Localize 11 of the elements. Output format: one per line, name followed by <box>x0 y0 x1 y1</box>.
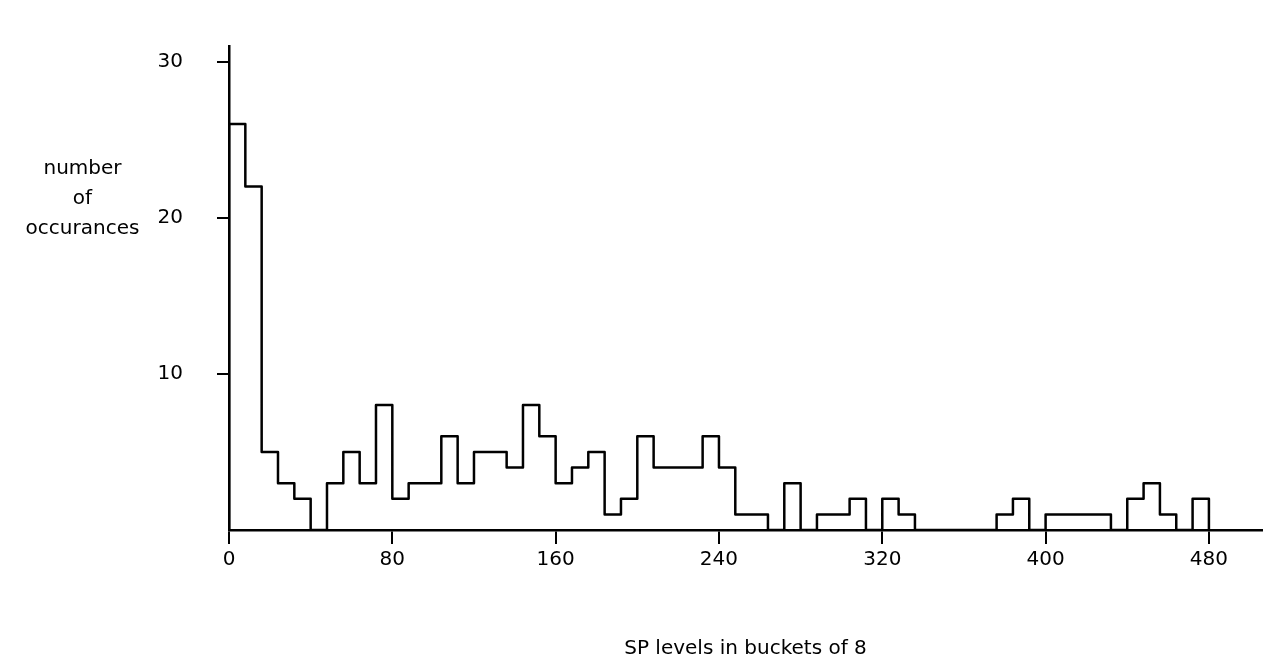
y-tick-label: 30 <box>157 47 183 72</box>
y-tick-label: 10 <box>157 360 183 385</box>
x-tick-label: 80 <box>379 546 406 571</box>
x-tick-label: 480 <box>1189 546 1229 571</box>
x-tick-label: 320 <box>863 546 902 571</box>
y-tick-label: 20 <box>157 203 183 228</box>
x-tick-label: 400 <box>1026 546 1065 571</box>
x-axis-title: SP levels in buckets of 8 <box>624 635 867 660</box>
x-tick-label: 240 <box>699 546 739 571</box>
x-tick-label: 0 <box>222 546 236 571</box>
x-tick-label: 160 <box>536 546 575 571</box>
